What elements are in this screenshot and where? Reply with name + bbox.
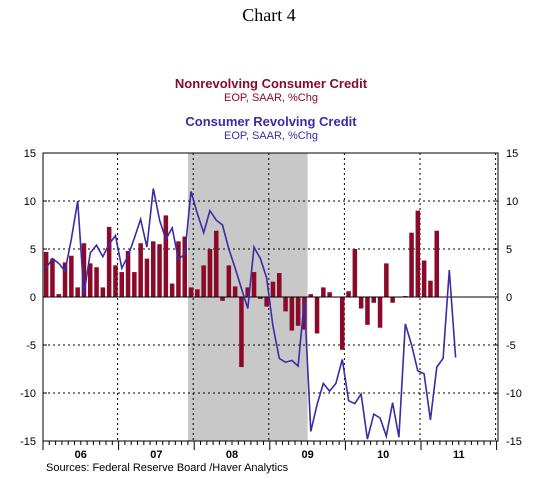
bar xyxy=(339,297,345,350)
series1-title: Nonrevolving Consumer Credit xyxy=(175,76,368,91)
y-ticks: 15 15 10 10 5 5 0 0 -5 -5 -10 -10 -15 -15 xyxy=(20,148,522,448)
bar xyxy=(308,294,314,297)
ytick-label-right: -10 xyxy=(506,388,522,400)
bar xyxy=(50,258,55,297)
bar xyxy=(377,297,383,328)
series1-subtitle: EOP, SAAR, %Chg xyxy=(224,92,318,104)
ytick-label-left: -15 xyxy=(20,436,36,448)
bar xyxy=(346,291,351,297)
bar xyxy=(358,297,364,309)
bar xyxy=(276,273,282,297)
bar xyxy=(69,255,74,297)
bar xyxy=(232,286,238,297)
bar xyxy=(384,263,389,297)
bar xyxy=(365,297,370,325)
chart-title: Chart 4 xyxy=(242,5,296,25)
ytick-label-left: -5 xyxy=(26,340,36,352)
bar xyxy=(113,265,118,297)
bar xyxy=(94,267,99,297)
bar xyxy=(163,215,169,297)
bar xyxy=(188,287,194,297)
bar xyxy=(62,262,68,297)
bar xyxy=(270,281,276,297)
bar xyxy=(207,249,213,297)
bar xyxy=(421,260,427,297)
xtick-label: 10 xyxy=(377,449,389,461)
series2-title: Consumer Revolving Credit xyxy=(185,114,357,129)
xtick-label: 11 xyxy=(453,449,465,461)
bar xyxy=(81,243,87,297)
bar xyxy=(87,263,93,297)
ytick-label-right: -15 xyxy=(506,436,522,448)
bar xyxy=(428,280,433,297)
bar xyxy=(434,230,440,297)
ytick-label-right: 15 xyxy=(506,148,518,160)
bar xyxy=(283,297,288,312)
bar xyxy=(43,251,49,297)
bar xyxy=(176,241,181,297)
bar xyxy=(132,272,137,297)
bar xyxy=(106,226,112,297)
bar xyxy=(409,232,414,297)
bar xyxy=(213,230,219,297)
bar xyxy=(289,297,295,331)
ytick-label-right: 10 xyxy=(506,196,518,208)
xtick-label: 06 xyxy=(75,449,87,461)
bar xyxy=(169,283,175,297)
bar xyxy=(264,297,269,307)
ytick-label-left: 5 xyxy=(30,244,36,256)
bar xyxy=(258,297,263,299)
bar xyxy=(144,258,150,297)
bar xyxy=(220,297,225,301)
bar xyxy=(327,292,332,297)
bar xyxy=(321,287,326,297)
bar xyxy=(195,289,200,297)
bar xyxy=(201,265,206,297)
xtick-label: 09 xyxy=(301,449,313,461)
bar xyxy=(138,243,143,297)
ytick-label-right: -5 xyxy=(506,340,516,352)
bar xyxy=(125,250,131,297)
ytick-label-right: 5 xyxy=(506,244,512,256)
xtick-label: 07 xyxy=(150,449,162,461)
bar xyxy=(119,272,125,297)
bar xyxy=(56,294,62,297)
bar xyxy=(415,210,421,297)
bar xyxy=(314,297,320,334)
source-note: Sources: Federal Reserve Board /Haver An… xyxy=(46,462,289,474)
x-ticks: 06 07 08 09 10 11 xyxy=(42,441,498,461)
ytick-label-left: -10 xyxy=(20,388,36,400)
bar xyxy=(371,297,377,303)
ytick-label-left: 0 xyxy=(30,292,36,304)
ytick-label-right: 0 xyxy=(506,292,512,304)
bar xyxy=(251,272,257,297)
bar xyxy=(239,297,244,368)
ytick-label-left: 10 xyxy=(24,196,36,208)
series2-subtitle: EOP, SAAR, %Chg xyxy=(224,130,318,142)
nonrevolving-bars xyxy=(43,210,440,368)
bar xyxy=(295,297,301,326)
bar xyxy=(100,287,106,297)
bar xyxy=(390,297,395,303)
bar xyxy=(226,265,232,297)
revolving-line xyxy=(45,188,457,440)
bar xyxy=(157,244,162,297)
bar xyxy=(150,241,156,297)
xtick-label: 08 xyxy=(226,449,238,461)
bar xyxy=(245,287,251,297)
bar xyxy=(75,287,80,297)
ytick-label-left: 15 xyxy=(24,148,36,160)
bar xyxy=(352,249,358,297)
bar xyxy=(182,236,188,297)
